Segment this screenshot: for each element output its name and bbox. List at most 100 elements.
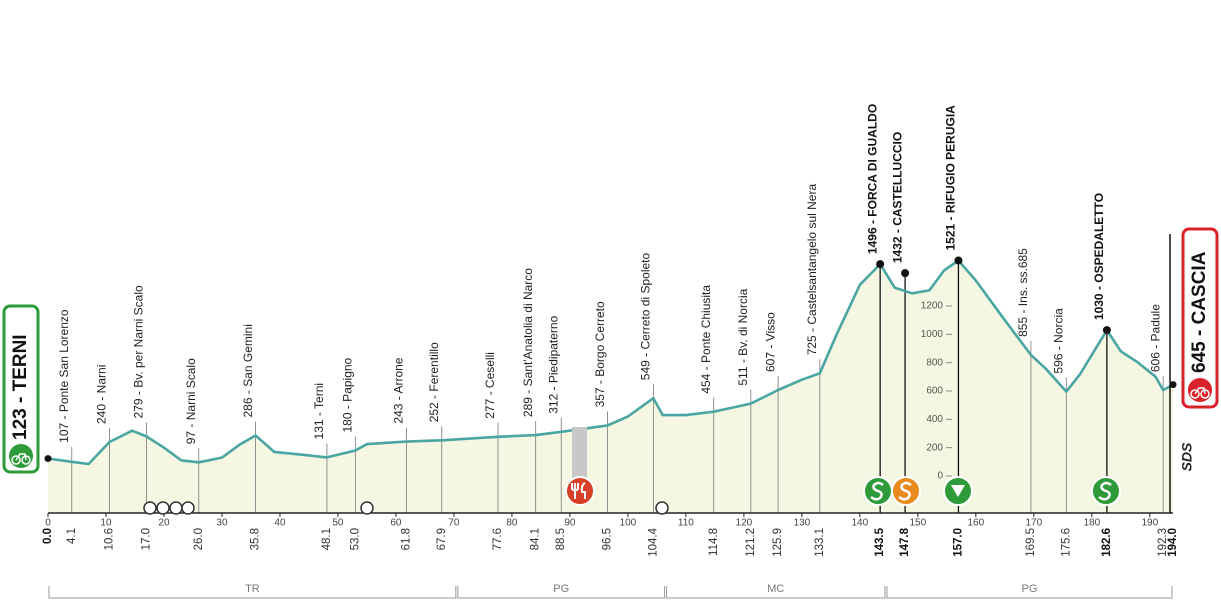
feed-zone-bar [572,427,587,479]
profile-line [47,259,1174,466]
km-label: 88.5 [555,528,567,550]
sprint-icon [891,476,921,506]
waypoint-label: 511 - Bv. di Norcia [736,288,750,385]
x-tick-label: 180 [1083,518,1100,529]
x-tick-label: 60 [390,518,402,529]
finish-box [1181,227,1219,409]
km-label: 114.8 [708,528,720,556]
km-label: 53.0 [349,528,361,550]
x-tick-label: 170 [1025,518,1042,529]
y-tick-label: 1000 [921,329,944,340]
km-label: 182.6 [1101,528,1113,557]
waypoint-label: 240 - Narni [95,365,109,424]
km-label: 194.0 [1167,528,1179,557]
waypoint-label: 607 - Visso [763,312,777,372]
waypoint-label: 180 - Papigno [341,357,355,432]
y-tick-label: 200 [926,442,943,453]
km-label: 157.0 [952,528,964,557]
km-label: 35.8 [250,528,262,550]
x-tick-label: 40 [274,518,286,529]
x-tick-label: 0 [45,518,51,529]
y-tick-label: 400 [926,414,943,425]
endpoint-dot [1169,381,1177,389]
sprint-icon [1091,476,1121,506]
waypoint-label: 131 - Terni [312,383,326,439]
x-tick-label: 130 [794,518,811,529]
km-label: 96.5 [602,528,614,550]
x-tick-label: 10 [100,518,112,529]
summit-dot [876,260,885,269]
summit-dot [901,269,910,278]
endpoint-dot [44,455,52,463]
region-bracket [48,586,457,599]
waypoint-label: 454 - Ponte Chiusita [699,285,713,394]
region-label: MC [767,583,784,595]
km-label: 169.5 [1025,528,1037,557]
region-label: TR [245,583,260,595]
km-label: 0.0 [42,528,54,544]
waypoint-label: 549 - Cerreto di Spoleto [639,252,653,380]
x-tick-label: 100 [620,518,637,529]
start-icon [7,442,35,470]
summit-dot [954,256,963,265]
region-label: PG [1022,583,1038,595]
logo: SDS [1179,442,1195,471]
waypoint-label: 289 - Sant'Anatolia di Narco [521,268,535,417]
km-label: 61.8 [400,528,412,550]
km-label: 17.0 [141,528,153,550]
waypoint-label: 725 - Castelsantangelo sul Nera [805,184,819,356]
waypoint-label: 243 - Arrone [392,357,406,423]
km-label: 77.6 [492,528,504,550]
km-label: 26.0 [193,528,205,550]
profile-area [48,260,1173,513]
km-label: 104.4 [647,527,659,556]
km-label: 192.3 [1157,528,1169,557]
y-tick-label: 600 [926,386,943,397]
waypoint-label: 357 - Borgo Cerreto [593,301,607,407]
km-label: 67.9 [436,528,448,550]
km-label: 125.9 [772,528,784,557]
waypoint-label: 596 - Norcia [1051,308,1065,374]
x-tick-label: 160 [967,518,984,529]
start-box [2,304,40,474]
finish-icon [1186,376,1214,404]
summit-label: 1521 - RIFUGIO PERUGIA [944,105,958,251]
y-tick-label: 0 [937,471,943,482]
km-label: 175.6 [1060,528,1072,557]
x-tick-label: 120 [736,518,753,529]
km-label: 10.6 [104,528,116,550]
waypoint-label: 606 - Padule [1148,304,1162,372]
x-tick-label: 190 [1141,518,1158,529]
waypoint-label: 312 - Piedipaterno [546,315,560,413]
region-bracket [886,586,1173,599]
waypoint-label: 252 - Ferentillo [427,342,441,422]
km-label: 121.2 [745,528,757,557]
start-label: 123 - TERNI [10,334,31,440]
summit-label: 1030 - OSPEDALETTO [1092,193,1106,320]
km-label: 84.1 [530,528,542,550]
waypoint-label: 277 - Ceselli [483,352,497,419]
km-label: 143.5 [874,527,886,556]
region-label: PG [553,583,569,595]
x-tick-label: 80 [506,518,518,529]
y-tick-label: 1200 [921,301,944,312]
region-bracket [666,586,886,599]
waypoint-label: 279 - Bv. per Narni Scalo [132,285,146,418]
summit-label: 1496 - FORCA DI GUALDO [865,104,879,254]
waypoint-label: 107 - Ponte San Lorenzo [57,309,71,443]
km-label: 4.1 [66,528,78,544]
summit-dot [1102,326,1111,335]
x-tick-label: 30 [216,518,228,529]
x-tick-label: 150 [910,518,927,529]
km-label: 133.1 [814,528,826,557]
region-bracket [457,586,666,599]
km-label: 48.1 [321,528,333,550]
x-tick-label: 20 [158,518,170,529]
x-tick-label: 70 [448,518,460,529]
waypoint-label: 855 - Ins. ss.685 [1016,248,1030,337]
x-tick-label: 90 [564,518,576,529]
tunnel-icons [143,501,669,515]
x-tick-label: 50 [332,518,344,529]
summit-label: 1432 - CASTELLUCCIO [890,132,904,263]
